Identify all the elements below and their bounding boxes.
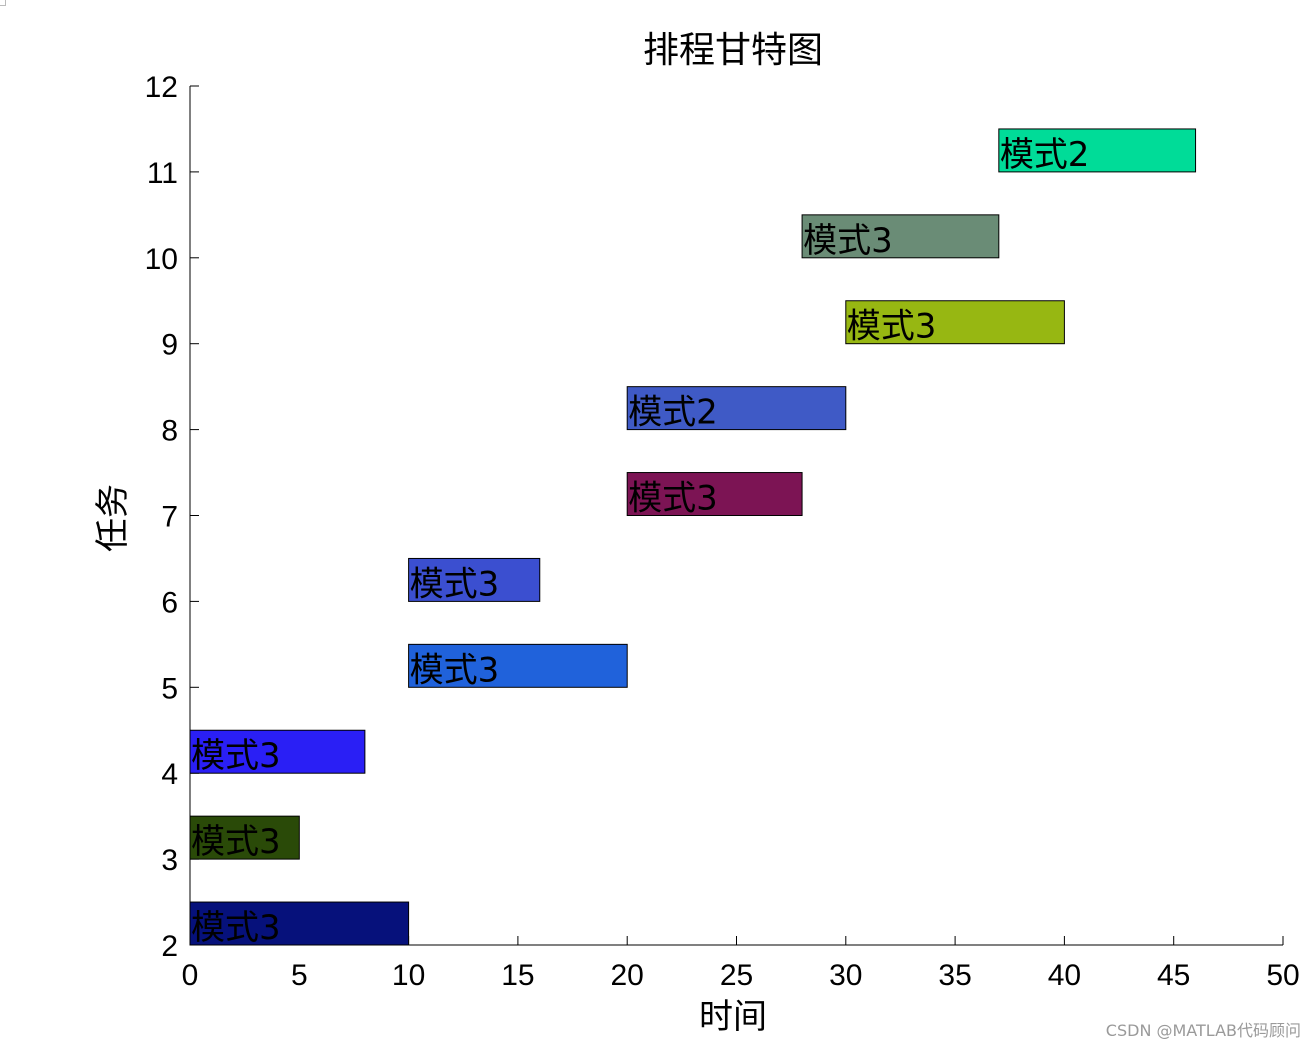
corner-mark <box>0 0 6 6</box>
y-tick-label: 2 <box>161 930 178 963</box>
task-bar <box>626 472 803 516</box>
task-bar-label: 模式3 <box>847 307 937 347</box>
y-axis-label: 任务 <box>93 484 133 552</box>
y-tick-label: 6 <box>161 586 178 619</box>
x-tick-label: 10 <box>392 959 425 992</box>
task-bar <box>189 815 300 860</box>
x-tick-label: 25 <box>720 959 753 992</box>
x-tick-label: 30 <box>829 959 862 992</box>
task-bar <box>408 643 628 688</box>
task-bar-label: 模式3 <box>410 650 500 690</box>
task-bar-label: 模式3 <box>191 908 281 948</box>
y-tick-label: 9 <box>161 329 178 362</box>
y-tick-label: 10 <box>145 243 178 276</box>
y-tick-label: 11 <box>147 157 178 190</box>
task-bar-label: 模式3 <box>191 736 281 776</box>
x-tick-label: 45 <box>1157 959 1190 992</box>
x-tick-label: 35 <box>938 959 971 992</box>
x-axis-label: 时间 <box>699 997 767 1037</box>
task-bar-label: 模式3 <box>803 221 893 261</box>
y-tick-label: 12 <box>145 71 178 104</box>
x-tick-label: 5 <box>291 959 308 992</box>
task-bar-label: 模式3 <box>628 479 718 519</box>
task-bar-label: 模式3 <box>191 822 281 862</box>
x-tick-label: 0 <box>182 959 199 992</box>
bars: 模式3 模式3 模式3 模式3 模式3 模式3 模式2 模式3 模式3 模式2 <box>189 128 1197 948</box>
task-bar <box>998 128 1197 173</box>
y-tick-label: 5 <box>161 672 178 705</box>
task-bar <box>189 901 410 946</box>
task-bar <box>189 729 366 774</box>
task-bar <box>845 300 1065 345</box>
task-bar-label: 模式2 <box>1000 135 1090 175</box>
y-tick-label: 8 <box>161 415 178 448</box>
x-tick-label: 15 <box>501 959 534 992</box>
task-bar <box>626 386 847 431</box>
chart-title: 排程甘特图 <box>643 30 823 71</box>
task-bar <box>408 557 541 602</box>
task-bar-label: 模式3 <box>410 564 500 604</box>
watermark-text: CSDN @MATLAB代码顾问 <box>1105 1021 1301 1040</box>
x-tick-label: 40 <box>1048 959 1081 992</box>
x-tick-label: 50 <box>1266 959 1299 992</box>
y-tick-label: 7 <box>161 501 178 534</box>
y-tick-label: 3 <box>161 844 178 877</box>
x-tick-label: 20 <box>611 959 644 992</box>
task-bar-label: 模式2 <box>628 393 718 433</box>
y-tick-label: 4 <box>161 758 178 791</box>
task-bar <box>801 214 1000 259</box>
